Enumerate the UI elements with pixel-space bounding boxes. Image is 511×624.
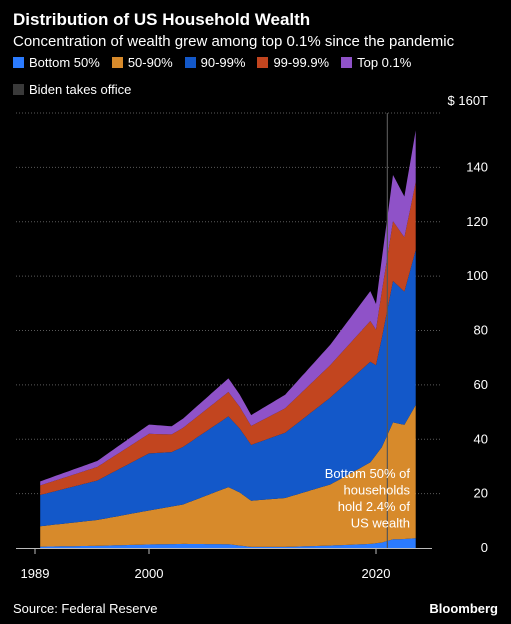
legend-item-90-99: 90-99% bbox=[184, 55, 246, 70]
source-note: Source: Federal Reserve bbox=[13, 601, 158, 616]
legend-swatch-bottom-50 bbox=[13, 57, 24, 68]
area-50-90 bbox=[40, 405, 416, 547]
legend-label-99-99-9: 99-99.9% bbox=[273, 55, 330, 70]
y-tick-label-120: 120 bbox=[466, 214, 488, 229]
legend-swatch-top-0-1 bbox=[341, 57, 353, 68]
area-series bbox=[40, 130, 416, 548]
y-tick-label-20: 20 bbox=[474, 486, 488, 501]
annotation-line-1: households bbox=[344, 483, 411, 498]
legend: Bottom 50% 50-90% 90-99% 99-99.9% Top 0.… bbox=[13, 55, 493, 97]
x-tick-label-1989: 1989 bbox=[21, 566, 50, 581]
legend-label-biden: Biden takes office bbox=[29, 82, 132, 97]
legend-label-bottom-50: Bottom 50% bbox=[29, 55, 100, 70]
axes: 0 20 40 60 80 100 120 140 $ 160T 1989 2000 2020 bbox=[16, 93, 488, 581]
legend-item-99-99-9: 99-99.9% bbox=[257, 55, 329, 70]
brand-logo: Bloomberg bbox=[429, 601, 498, 616]
legend-swatch-99-99-9 bbox=[257, 57, 269, 68]
chart-subtitle: Concentration of wealth grew among top 0… bbox=[13, 33, 455, 50]
legend-swatch-biden bbox=[13, 84, 24, 95]
legend-item-biden: Biden takes office bbox=[13, 82, 131, 97]
y-tick-label-40: 40 bbox=[474, 431, 488, 446]
y-tick-label-60: 60 bbox=[474, 377, 488, 392]
x-tick-label-2000: 2000 bbox=[135, 566, 164, 581]
y-tick-label-100: 100 bbox=[466, 268, 488, 283]
annotation-line-3: US wealth bbox=[351, 516, 410, 531]
legend-item-50-90: 50-90% bbox=[111, 55, 173, 70]
area-bottom-50 bbox=[40, 538, 416, 548]
legend-item-top-0-1: Top 0.1% bbox=[341, 55, 411, 70]
legend-label-50-90: 50-90% bbox=[127, 55, 173, 70]
legend-item-bottom-50: Bottom 50% bbox=[13, 55, 100, 70]
legend-label-top-0-1: Top 0.1% bbox=[357, 55, 412, 70]
annotation-line-0: Bottom 50% of bbox=[325, 466, 411, 481]
chart-title: Distribution of US Household Wealth bbox=[13, 10, 311, 29]
annotation-line-2: hold 2.4% of bbox=[338, 499, 411, 514]
area-90-99 bbox=[40, 250, 416, 527]
y-tick-label-0: 0 bbox=[481, 540, 488, 555]
legend-swatch-50-90 bbox=[111, 57, 123, 68]
legend-label-90-99: 90-99% bbox=[200, 55, 246, 70]
legend-swatch-90-99 bbox=[184, 57, 196, 68]
y-tick-label-80: 80 bbox=[474, 323, 488, 338]
y-tick-label-140: 140 bbox=[466, 159, 488, 174]
x-tick-label-2020: 2020 bbox=[362, 566, 391, 581]
y-tick-label-160: $ 160T bbox=[448, 93, 489, 108]
